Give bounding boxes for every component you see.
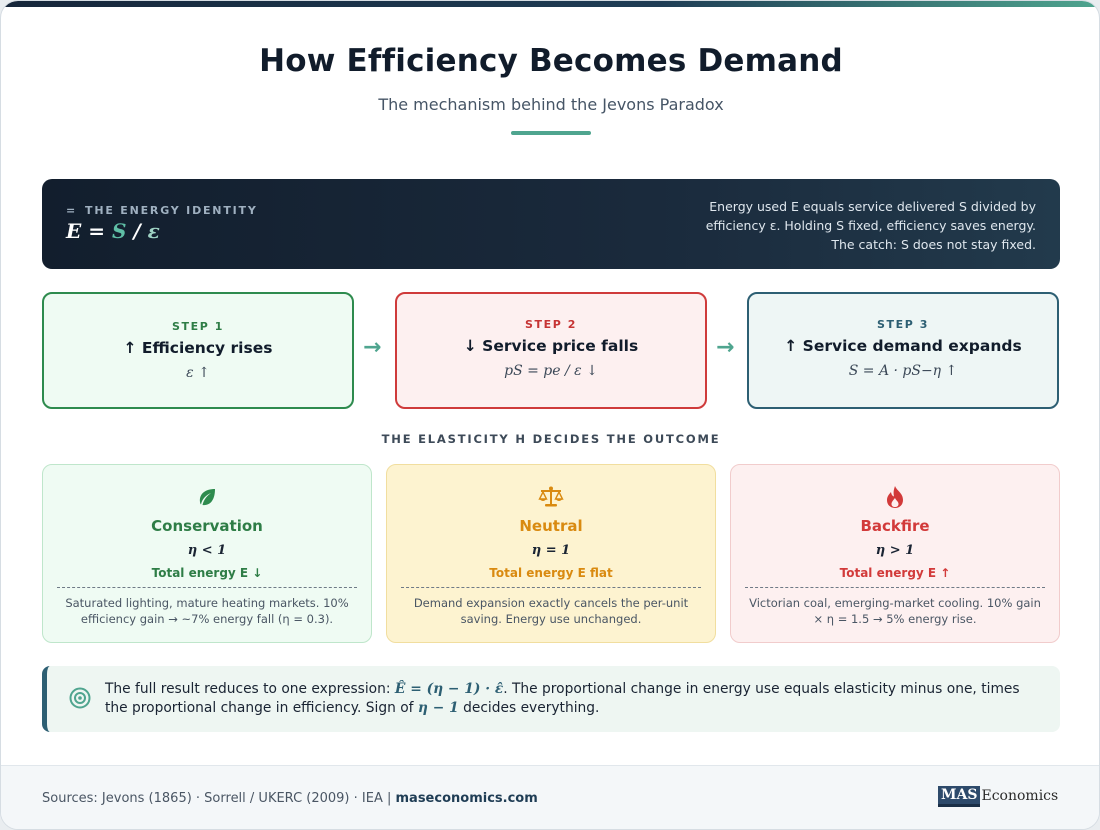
target-icon [69,687,91,713]
page-title: How Efficiency Becomes Demand [259,43,843,79]
outcome-title: Conservation [151,517,263,535]
step-formula: pS = pe / ε ↓ [504,363,598,379]
step-2-card: STEP 2 ↓ Service price falls pS = pe / ε… [395,292,707,409]
divider [745,587,1045,588]
callout-text: The full result reduces to one expressio… [105,681,1020,716]
divider [57,587,357,588]
arrow-right-icon: → [363,335,382,360]
footer: Sources: Jevons (1865) · Sorrell / UKERC… [1,765,1099,829]
elasticity-heading: THE ELASTICITY Η DECIDES THE OUTCOME [381,432,721,446]
identity-formula: E = S / ε [66,219,160,243]
outcome-condition: η < 1 [187,543,227,558]
divider [401,587,701,588]
step-number: STEP 2 [524,318,578,331]
outcome-title: Backfire [860,517,930,535]
brand-logo: MAS Economics [938,786,1058,807]
outcome-description: Saturated lighting, mature heating marke… [65,596,349,626]
outcome-backfire-card: Backfire η > 1 Total energy E ↑ Victoria… [730,464,1060,643]
sources-text: Sources: Jevons (1865) · Sorrell / UKERC… [42,791,538,806]
identity-label: = THE ENERGY IDENTITY [66,204,258,217]
site-link[interactable]: maseconomics.com [395,791,538,806]
step-number: STEP 1 [171,320,225,333]
outcome-condition: η > 1 [875,543,915,558]
step-number: STEP 3 [876,318,930,331]
scale-icon [387,485,715,509]
step-formula: S = A · pS−η ↑ [848,363,958,379]
flame-icon [731,485,1059,509]
equals-icon: = [66,204,78,217]
outcome-conservation-card: Conservation η < 1 Total energy E ↓ Satu… [42,464,372,643]
outcome-description: Victorian coal, emerging-market cooling.… [749,596,1041,626]
outcome-description: Demand expansion exactly cancels the per… [413,596,689,626]
step-title: ↑ Efficiency rises [123,339,273,357]
top-accent-bar [1,1,1099,7]
outcome-energy: Total energy E ↓ [151,566,263,580]
step-3-card: STEP 3 ↑ Service demand expands S = A · … [747,292,1059,409]
step-formula: ε ↑ [186,365,210,381]
outcome-neutral-card: Neutral η = 1 Total energy E flat Demand… [386,464,716,643]
step-title: ↑ Service demand expands [784,337,1022,355]
step-title: ↓ Service price falls [463,337,639,355]
energy-identity-banner: = THE ENERGY IDENTITY E = S / ε Energy us… [42,179,1060,269]
formula-sign: η − 1 [417,700,459,716]
outcome-title: Neutral [519,517,583,535]
arrow-right-icon: → [716,335,735,360]
outcome-condition: η = 1 [531,543,571,558]
leaf-icon [43,485,371,509]
formula-expression: Ê = (η − 1) · ε̂ [394,681,504,697]
outcome-energy: Total energy E ↑ [839,566,951,580]
title-underline [511,131,591,135]
identity-description: Energy used E equals service delivered S… [705,199,1036,252]
outcome-energy: Total energy E flat [489,566,613,580]
page-subtitle: The mechanism behind the Jevons Paradox [378,95,724,114]
step-1-card: STEP 1 ↑ Efficiency rises ε ↑ [42,292,354,409]
summary-callout: The full result reduces to one expressio… [42,666,1060,732]
